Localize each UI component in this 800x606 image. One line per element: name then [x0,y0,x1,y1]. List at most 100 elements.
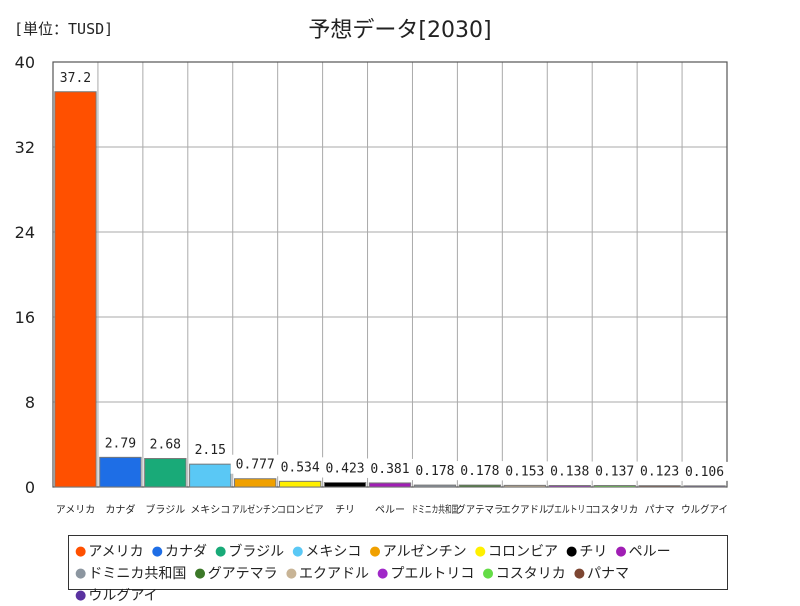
legend-label: コスタリカ [495,566,566,582]
value-label-bg [275,457,325,477]
legend-label: アメリカ [88,544,144,560]
bar [189,463,232,488]
category-label: ドミニカ共和国 [411,504,458,516]
value-label: 2.79 [105,436,136,451]
category-label: プエルトリコ [546,504,593,516]
legend-marker-icon: ● [75,587,87,603]
unit-label: [単位：TUSD] [14,20,114,38]
value-label-bg [55,67,96,87]
legend-item: ● チリ [566,540,607,562]
legend-label: コロンビア [487,544,558,560]
value-label: 0.123 [640,465,679,480]
legend-label: チリ [579,544,608,560]
legend-marker-icon: ● [369,543,381,559]
value-label: 37.2 [60,71,91,86]
legend-label: ブラジル [228,544,285,560]
legend-marker-icon: ● [75,543,87,559]
legend-marker-icon: ● [151,543,163,559]
plot-frame [52,61,728,488]
category-label: コロンビア [277,504,324,516]
bar [548,485,591,488]
value-label-bg [500,461,550,481]
legend-item: ● ウルグアイ [75,584,158,606]
legend-item: ● コロンビア [475,540,558,562]
value-label: 0.106 [685,465,724,480]
category-label: ブラジル [145,503,185,516]
legend-item: ● アルゼンチン [369,540,466,562]
legend-item: ● ドミニカ共和国 [75,562,186,584]
value-label: 0.534 [281,460,320,475]
legend-item: ● ペルー [615,540,670,562]
legend-label: プエルトリコ [390,566,475,582]
legend-item: ● コスタリカ [482,562,565,584]
value-label: 0.178 [415,464,454,479]
y-tick-label: 16 [15,308,35,327]
value-label-bg [145,434,186,454]
bar [54,91,97,488]
legend-item: ● アメリカ [75,540,144,562]
legend-label: ウルグアイ [88,588,158,604]
legend-marker-icon: ● [482,565,494,581]
bar [278,480,322,488]
bar [413,484,457,488]
legend-marker-icon: ● [215,543,227,559]
bar [683,485,726,488]
value-label-bg [590,461,640,481]
y-tick-label: 0 [25,478,35,497]
bar [323,482,367,488]
legend-label: ドミニカ共和国 [88,566,187,582]
bar [458,484,502,488]
value-label: 0.381 [370,462,409,477]
category-label: アメリカ [56,504,96,516]
value-label: 0.138 [550,465,589,480]
bar [144,458,187,488]
legend-marker-icon: ● [292,543,304,559]
category-label: チリ [335,504,355,516]
category-label: パナマ [645,504,675,516]
category-label: アルゼンチン [232,504,279,516]
legend-label: アルゼンチン [382,544,467,560]
value-label-bg [635,461,685,481]
category-label: ペルー [375,505,405,516]
y-tick-label: 8 [25,393,35,412]
value-label-bg [230,454,280,474]
legend-marker-icon: ● [474,543,486,559]
legend-item: ● カナダ [152,540,207,562]
legend-marker-icon: ● [285,565,298,581]
legend-item: ● メキシコ [292,540,361,562]
value-label-bg [365,458,415,478]
y-tick-label: 40 [15,53,35,72]
value-label-bg [410,461,460,481]
category-label: コスタリカ [591,504,638,516]
legend-item: ● エクアドル [286,562,369,584]
value-label: 0.137 [595,465,634,480]
legend-marker-icon: ● [377,565,389,581]
value-label-bg [455,461,505,481]
value-label: 0.178 [460,464,499,479]
value-label: 0.777 [236,458,275,473]
value-label-bg [545,461,595,481]
category-label: メキシコ [190,505,230,516]
legend-label: ペルー [628,544,671,560]
y-tick-label: 24 [15,223,35,242]
legend-label: グアテマラ [207,566,278,582]
bar [638,485,681,488]
value-label: 0.153 [505,464,544,479]
value-label-bg [190,440,231,460]
legend-label: メキシコ [305,544,362,560]
legend-label: カナダ [165,544,207,560]
legend-marker-icon: ● [194,565,206,581]
legend-item: ● パナマ [574,562,629,584]
bar [234,478,277,488]
category-label: エクアドル [501,504,548,516]
value-label-bg [320,458,370,478]
legend-marker-icon: ● [615,543,627,559]
value-label-bg [100,433,141,453]
bar [368,482,412,488]
legend-marker-icon: ● [565,543,578,559]
bar [503,484,546,488]
chart-title: 予想データ[2030] [308,18,492,43]
value-label: 0.423 [325,462,364,477]
legend-item: ● ブラジル [215,540,284,562]
